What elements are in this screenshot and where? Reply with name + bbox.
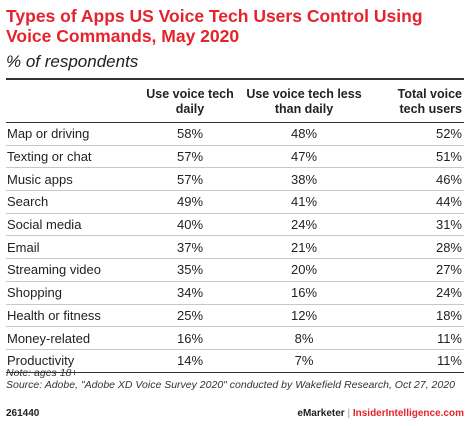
row-category: Streaming video: [6, 258, 142, 282]
brand-emarketer: eMarketer: [297, 408, 345, 419]
top-rule: [6, 78, 464, 80]
table-row: Shopping 34% 16% 24%: [6, 281, 464, 305]
row-value: 24%: [238, 213, 370, 237]
row-category: Map or driving: [6, 122, 142, 146]
row-value: 44%: [370, 190, 464, 214]
data-table: Use voice tech daily Use voice tech less…: [6, 81, 464, 373]
header-less-than-daily: Use voice tech less than daily: [238, 81, 370, 123]
row-value: 12%: [238, 304, 370, 328]
row-value: 51%: [370, 145, 464, 169]
chart-subtitle: % of respondents: [6, 52, 139, 71]
chart-title: Types of Apps US Voice Tech Users Contro…: [6, 6, 423, 46]
row-value: 11%: [370, 349, 464, 373]
row-value: 11%: [370, 326, 464, 350]
header-category: [6, 81, 142, 123]
header-row: Use voice tech daily Use voice tech less…: [6, 81, 464, 123]
row-value: 16%: [238, 281, 370, 305]
row-value: 37%: [142, 235, 238, 260]
row-value: 27%: [370, 258, 464, 282]
table-body: Map or driving 58% 48% 52% Texting or chat 57…: [6, 122, 464, 373]
chart-id: 261440: [6, 408, 40, 419]
row-value: 47%: [238, 145, 370, 169]
chart-notes: Note: ages 18+ Source: Adobe, "Adobe XD …: [6, 367, 466, 391]
table-row: Email 37% 21% 28%: [6, 235, 464, 260]
row-category: Email: [6, 235, 142, 260]
table-row: Texting or chat 57% 47% 51%: [6, 145, 464, 169]
row-category: Search: [6, 190, 142, 214]
table-row: Money-related 16% 8% 11%: [6, 326, 464, 350]
row-category: Social media: [6, 213, 142, 237]
brand-separator: |: [347, 408, 351, 419]
table-row: Search 49% 41% 44%: [6, 190, 464, 214]
header-daily: Use voice tech daily: [142, 81, 238, 123]
table-row: Productivity 14% 7% 11%: [6, 349, 464, 373]
brand-insider-intelligence: InsiderIntelligence.com: [352, 408, 464, 419]
row-value: 34%: [142, 281, 238, 305]
row-value: 57%: [142, 167, 238, 192]
brand-credit: eMarketer | InsiderIntelligence.com: [297, 408, 464, 419]
row-value: 52%: [370, 122, 464, 146]
row-value: 38%: [238, 167, 370, 192]
row-value: 49%: [142, 190, 238, 214]
table-row: Streaming video 35% 20% 27%: [6, 258, 464, 282]
source-text: Source: Adobe, "Adobe XD Voice Survey 20…: [6, 379, 455, 391]
row-value: 58%: [142, 122, 238, 146]
row-value: 21%: [238, 235, 370, 260]
row-value: 20%: [238, 258, 370, 282]
row-value: 41%: [238, 190, 370, 214]
row-value: 8%: [238, 326, 370, 350]
row-value: 14%: [142, 349, 238, 373]
row-value: 16%: [142, 326, 238, 350]
footer: 261440 eMarketer | InsiderIntelligence.c…: [6, 408, 464, 422]
note-text: Note: ages 18+: [6, 367, 78, 379]
row-value: 25%: [142, 304, 238, 328]
row-value: 18%: [370, 304, 464, 328]
row-category: Money-related: [6, 326, 142, 350]
row-category: Productivity: [6, 349, 142, 373]
row-value: 28%: [370, 235, 464, 260]
table-row: Health or fitness 25% 12% 18%: [6, 304, 464, 328]
table-row: Music apps 57% 38% 46%: [6, 167, 464, 192]
row-value: 57%: [142, 145, 238, 169]
row-value: 46%: [370, 167, 464, 192]
row-category: Texting or chat: [6, 145, 142, 169]
row-category: Shopping: [6, 281, 142, 305]
header-total: Total voice tech users: [370, 81, 464, 123]
row-value: 24%: [370, 281, 464, 305]
table-row: Social media 40% 24% 31%: [6, 213, 464, 237]
row-category: Health or fitness: [6, 304, 142, 328]
table-row: Map or driving 58% 48% 52%: [6, 122, 464, 146]
row-value: 40%: [142, 213, 238, 237]
row-value: 48%: [238, 122, 370, 146]
row-value: 31%: [370, 213, 464, 237]
row-value: 35%: [142, 258, 238, 282]
row-category: Music apps: [6, 167, 142, 192]
row-value: 7%: [238, 349, 370, 373]
